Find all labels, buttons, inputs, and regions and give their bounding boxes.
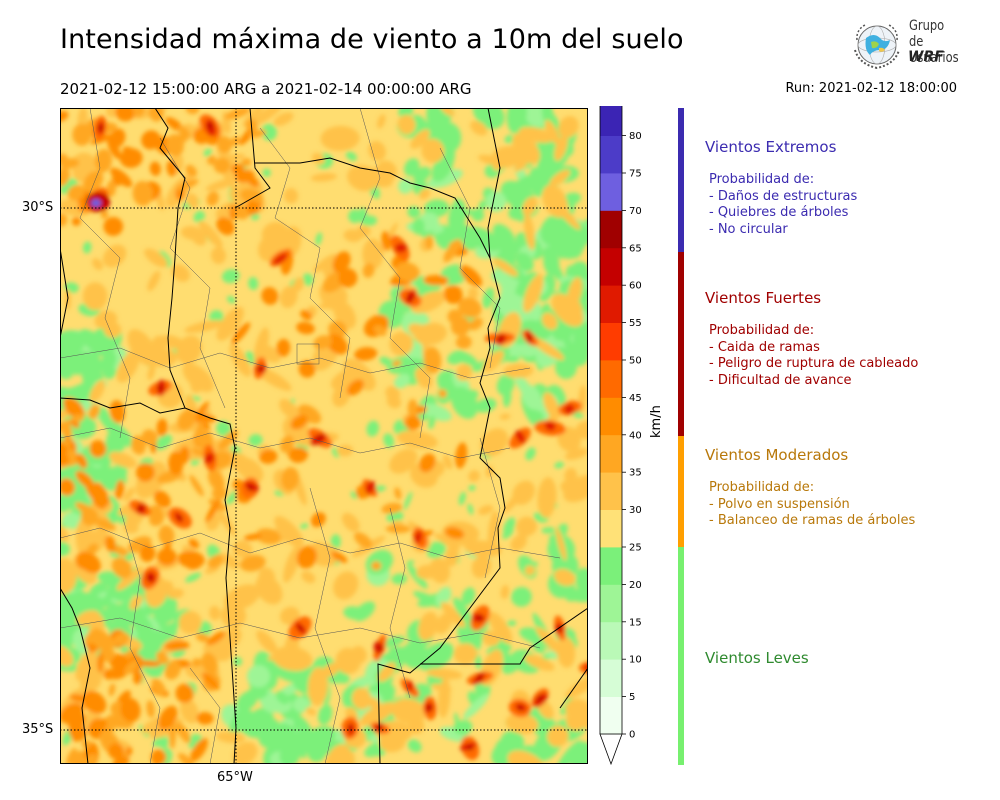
logo-text-line1: Grupo de (909, 18, 945, 50)
category-title-light: Vientos Leves (705, 649, 809, 667)
category-desc-extreme: Probabilidad de: - Daños de estructuras … (709, 172, 857, 238)
logo-text-line2: Usuarios (909, 50, 959, 66)
category-desc-moderate: Probabilidad de: - Polvo en suspensión -… (709, 480, 915, 530)
colorbar-segment (600, 547, 622, 585)
colorbar-tick-label: 55 (629, 318, 642, 329)
category-desc-item: - Caida de ramas (709, 339, 820, 355)
colorbar-tick-label: 15 (629, 617, 642, 628)
province-borders (60, 108, 588, 764)
colorbar-unit-label: km/h (649, 405, 664, 438)
colorbar-ticks: 0 5 10 15 20 25 30 35 40 45 50 55 60 65 70 75 80 (622, 131, 642, 741)
colorbar-tick-label: 70 (629, 206, 642, 217)
category-desc-heading: Probabilidad de: (709, 172, 815, 187)
colorbar-frame (599, 106, 623, 735)
colorbar-min-extension (599, 733, 623, 766)
colorbar-tick-label: 30 (629, 505, 642, 516)
colorbar-tick-label: 60 (629, 281, 642, 292)
category-title-moderate: Vientos Moderados (705, 446, 849, 464)
category-desc-item: - Peligro de ruptura de cableado (709, 356, 919, 371)
colorbar-tick-label: 35 (629, 468, 642, 479)
colorbar: 0 5 10 15 20 25 30 35 40 45 50 55 60 65 70 75 80 (599, 106, 642, 766)
colorbar-segments (599, 106, 623, 766)
colorbar-segment (600, 696, 622, 735)
colorbar-segment (600, 397, 622, 436)
colorbar-tick-label: 50 (629, 356, 642, 367)
colorbar-segment (600, 106, 622, 136)
category-bar-strong (678, 252, 684, 436)
colorbar-tick-label: 20 (629, 580, 642, 591)
category-desc-item: - Quiebres de árboles (709, 205, 849, 220)
wind-speed-map (60, 108, 588, 764)
category-desc-item: - Daños de estructuras (709, 188, 858, 204)
colorbar-segment (600, 210, 622, 249)
category-bar-extreme (678, 108, 684, 252)
colorbar-segment (600, 509, 622, 548)
category-bar-moderate (678, 436, 684, 547)
colorbar-tick-label: 75 (629, 169, 642, 180)
colorbar-segment (600, 247, 622, 286)
category-desc-item: - No circular (709, 221, 788, 237)
colorbar-tick-label: 10 (629, 655, 642, 666)
map-title: Intensidad máxima de viento a 10m del su… (60, 24, 684, 55)
colorbar-segment (600, 322, 622, 361)
colorbar-segment (600, 434, 622, 473)
category-desc-item: - Dificultad de avance (709, 372, 852, 388)
category-desc-item: - Polvo en suspensión (709, 496, 850, 512)
lon-label-65w: 65°W (217, 770, 253, 785)
colorbar-tick-label: 25 (629, 543, 642, 554)
category-title-strong: Vientos Fuertes (705, 289, 822, 307)
colorbar-segment (600, 135, 622, 174)
colorbar-tick-label: 40 (629, 430, 642, 441)
run-time: Run: 2021-02-12 18:00:00 (785, 81, 957, 96)
colorbar-segment (600, 584, 622, 623)
colorbar-tick-label: 65 (629, 243, 642, 254)
wind-field-layer (60, 108, 588, 764)
colorbar-tick-label: 80 (629, 131, 642, 142)
category-desc-strong: Probabilidad de: - Caida de ramas - Peli… (709, 323, 918, 389)
colorbar-segment (600, 621, 622, 660)
lat-label-30s: 30°S (22, 200, 54, 215)
colorbar-segment (600, 285, 622, 323)
category-desc-heading: Probabilidad de: (709, 480, 815, 495)
category-desc-item: - Balanceo de ramas de árboles (709, 513, 916, 528)
map-frame (60, 108, 588, 764)
colorbar-segment (600, 173, 622, 211)
category-bar-light (678, 547, 684, 765)
lat-label-35s: 35°S (22, 722, 54, 737)
forecast-period: 2021-02-12 15:00:00 ARG a 2021-02-14 00:… (60, 80, 472, 98)
colorbar-tick-label: 45 (629, 393, 642, 404)
category-desc-heading: Probabilidad de: (709, 323, 815, 338)
globe-logo-icon (854, 24, 900, 70)
logo-text-wrf: WRF (908, 49, 944, 65)
category-title-extreme: Vientos Extremos (705, 138, 837, 156)
colorbar-tick-label: 5 (629, 692, 635, 703)
colorbar-segment (600, 659, 622, 697)
colorbar-segment (600, 360, 622, 398)
colorbar-segment (600, 472, 622, 510)
grupo-usuarios-wrf-logo: Grupo de Usuarios WRF (849, 18, 969, 74)
colorbar-tick-label: 0 (629, 730, 635, 741)
